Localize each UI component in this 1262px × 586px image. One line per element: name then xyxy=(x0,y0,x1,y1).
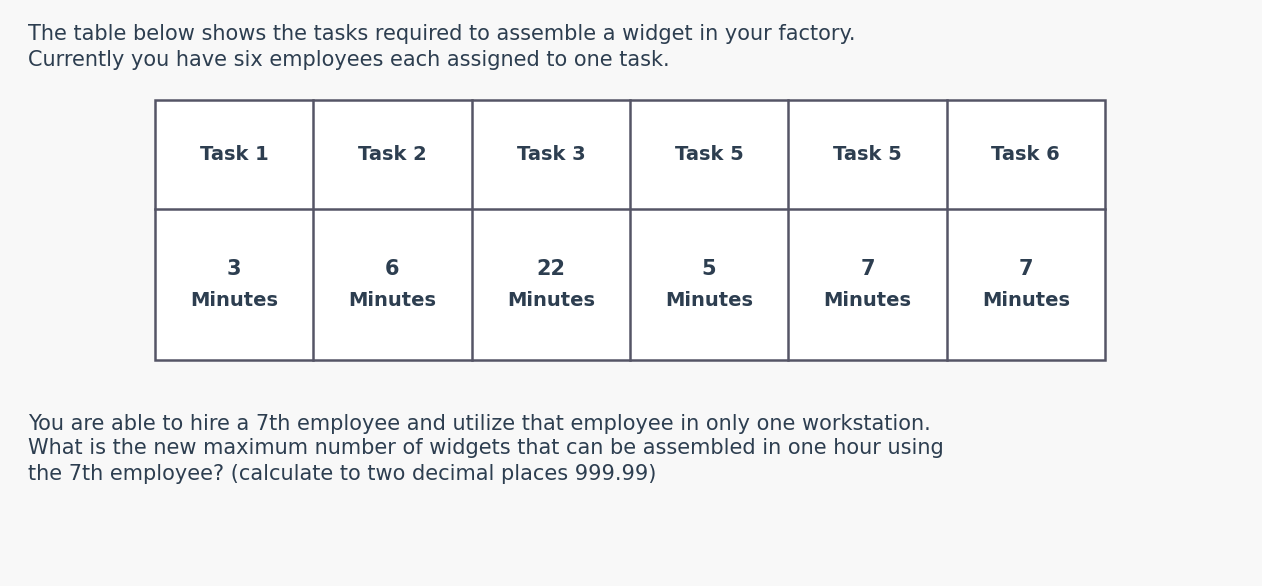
Text: Minutes: Minutes xyxy=(191,291,278,310)
Text: 7: 7 xyxy=(861,258,875,278)
Text: Task 2: Task 2 xyxy=(358,145,427,164)
Text: 6: 6 xyxy=(385,258,400,278)
Text: Minutes: Minutes xyxy=(507,291,594,310)
Text: Task 6: Task 6 xyxy=(992,145,1060,164)
Text: 22: 22 xyxy=(536,258,565,278)
Text: Task 5: Task 5 xyxy=(675,145,743,164)
Text: Minutes: Minutes xyxy=(348,291,437,310)
Text: Minutes: Minutes xyxy=(665,291,753,310)
Text: Minutes: Minutes xyxy=(982,291,1070,310)
Text: Currently you have six employees each assigned to one task.: Currently you have six employees each as… xyxy=(28,50,670,70)
Text: The table below shows the tasks required to assemble a widget in your factory.: The table below shows the tasks required… xyxy=(28,24,856,44)
Bar xyxy=(155,100,1106,360)
Text: Task 5: Task 5 xyxy=(833,145,902,164)
Text: the 7th employee? (calculate to two decimal places 999.99): the 7th employee? (calculate to two deci… xyxy=(28,464,656,484)
Text: 7: 7 xyxy=(1018,258,1034,278)
Text: 3: 3 xyxy=(227,258,241,278)
Text: 5: 5 xyxy=(702,258,717,278)
Text: What is the new maximum number of widgets that can be assembled in one hour usin: What is the new maximum number of widget… xyxy=(28,438,944,458)
Text: Task 3: Task 3 xyxy=(516,145,586,164)
Text: Minutes: Minutes xyxy=(824,291,911,310)
Text: You are able to hire a 7th employee and utilize that employee in only one workst: You are able to hire a 7th employee and … xyxy=(28,414,931,434)
Text: Task 1: Task 1 xyxy=(199,145,269,164)
